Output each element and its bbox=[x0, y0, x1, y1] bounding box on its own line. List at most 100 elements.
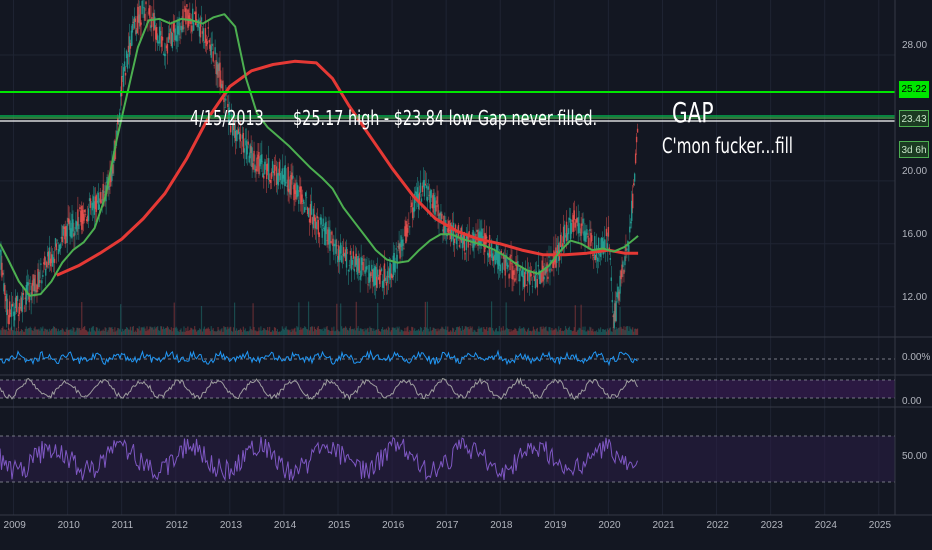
volume-bar bbox=[308, 330, 311, 335]
candle-body bbox=[194, 11, 197, 26]
volume-bar bbox=[434, 328, 436, 335]
volume-bar bbox=[459, 328, 462, 335]
volume-bar bbox=[292, 330, 294, 335]
volume-bar bbox=[230, 326, 232, 335]
candle-body bbox=[433, 195, 435, 208]
volume-bar bbox=[507, 329, 509, 335]
volume-bar bbox=[383, 329, 386, 335]
volume-bar bbox=[469, 326, 471, 335]
candle-body bbox=[271, 161, 274, 173]
volume-bar bbox=[196, 331, 198, 335]
candle-body bbox=[307, 208, 310, 218]
candle-body bbox=[33, 278, 35, 292]
candle-body bbox=[270, 171, 273, 179]
candle-body bbox=[274, 165, 277, 167]
candle-body bbox=[544, 267, 546, 275]
candle-body bbox=[97, 192, 100, 210]
candle-body bbox=[581, 223, 583, 226]
volume-bar bbox=[253, 326, 255, 335]
volume-bar bbox=[463, 328, 465, 335]
volume-bar bbox=[443, 329, 445, 335]
candle-body bbox=[132, 21, 135, 23]
candle-body bbox=[406, 224, 408, 237]
volume-bar bbox=[39, 330, 41, 335]
volume-bar bbox=[182, 331, 184, 335]
volume-bar bbox=[347, 330, 350, 335]
volume-bar bbox=[224, 327, 226, 335]
volume-bar bbox=[232, 331, 234, 335]
volume-bar bbox=[135, 331, 137, 335]
candle-body bbox=[220, 79, 222, 89]
candle-body bbox=[635, 136, 638, 143]
volume-bar bbox=[172, 328, 174, 335]
volume-bar bbox=[466, 327, 468, 335]
candle-body bbox=[354, 256, 356, 267]
price-tag-lower: 23.43 bbox=[899, 110, 929, 127]
candle-body bbox=[310, 201, 313, 215]
volume-bar bbox=[436, 331, 438, 335]
volume-bar bbox=[423, 327, 426, 335]
volume-bar bbox=[615, 327, 617, 335]
candle-body bbox=[171, 32, 173, 49]
volume-bar bbox=[68, 329, 70, 335]
candle-body bbox=[193, 22, 195, 31]
volume-bar bbox=[348, 328, 351, 335]
candle-body bbox=[166, 43, 169, 54]
candle-body bbox=[120, 90, 122, 97]
candle-body bbox=[572, 215, 575, 232]
volume-bar bbox=[577, 329, 579, 335]
volume-bar bbox=[7, 331, 9, 335]
volume-bar bbox=[531, 330, 534, 335]
candle-body bbox=[531, 286, 534, 287]
volume-bar bbox=[13, 330, 15, 335]
candle-body bbox=[586, 229, 588, 235]
volume-bar bbox=[42, 326, 44, 335]
volume-bar bbox=[302, 328, 304, 335]
volume-bar bbox=[152, 327, 154, 335]
volume-bar bbox=[350, 329, 353, 335]
volume-bar bbox=[222, 331, 224, 335]
volume-bar bbox=[544, 327, 546, 335]
candle-body bbox=[599, 248, 602, 257]
candle-body bbox=[326, 240, 328, 241]
moving-averages bbox=[0, 13, 639, 297]
candle-body bbox=[19, 306, 22, 309]
candle-body bbox=[112, 164, 114, 174]
volume-bar bbox=[192, 329, 194, 335]
volume-bar bbox=[625, 326, 627, 335]
volume-bar bbox=[591, 330, 593, 335]
candle-body bbox=[340, 255, 343, 263]
volume-bar bbox=[430, 331, 432, 335]
volume-bar bbox=[131, 326, 133, 335]
candle-body bbox=[383, 263, 386, 282]
candle-body bbox=[277, 172, 280, 186]
volume-bar bbox=[527, 327, 530, 335]
candle-body bbox=[551, 269, 553, 271]
candle-body bbox=[373, 268, 375, 286]
candle-body bbox=[384, 277, 387, 281]
volume-bar bbox=[372, 330, 374, 335]
volume-bar bbox=[283, 329, 285, 335]
candle-body bbox=[308, 218, 311, 223]
horizontal-levels[interactable] bbox=[0, 91, 895, 122]
volume-bar bbox=[197, 330, 200, 335]
candle-body bbox=[623, 270, 625, 274]
candle-body bbox=[22, 292, 25, 295]
moving-average-2 bbox=[0, 13, 639, 297]
volume-bar bbox=[52, 326, 55, 335]
volume-bar bbox=[226, 329, 228, 335]
volume-bar bbox=[367, 327, 369, 335]
candle-body bbox=[283, 167, 285, 182]
volume-bar bbox=[400, 329, 402, 335]
candle-body bbox=[294, 183, 296, 195]
candle-body bbox=[554, 257, 556, 263]
candle-body bbox=[150, 25, 152, 28]
x-tick-label: 2010 bbox=[57, 520, 80, 531]
volume-bar bbox=[340, 303, 342, 335]
volume-bar bbox=[524, 328, 526, 335]
candle-body bbox=[122, 67, 125, 87]
volume-bar bbox=[319, 328, 321, 335]
candle-body bbox=[18, 303, 21, 315]
candle-body bbox=[239, 133, 242, 142]
